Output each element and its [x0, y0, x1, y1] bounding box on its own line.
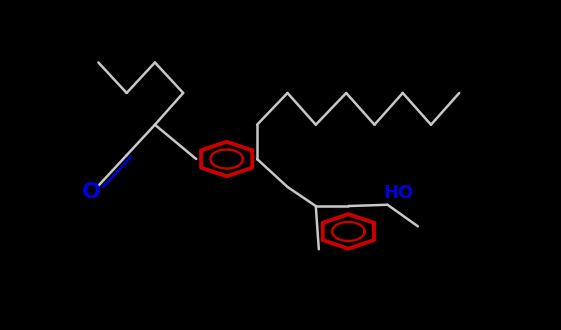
Text: O: O — [82, 182, 102, 202]
Text: HO: HO — [383, 184, 413, 202]
